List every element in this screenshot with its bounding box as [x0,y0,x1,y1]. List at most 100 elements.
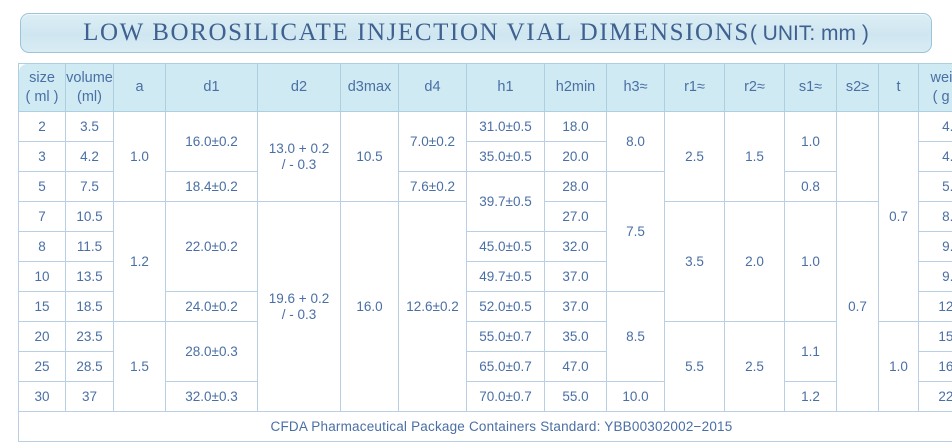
cell-d3max: 16.0 [341,202,399,412]
cell-h2min: 37.0 [545,292,607,322]
cell-r1: 5.5 [665,322,725,412]
cell-d1: 28.0±0.3 [166,322,258,382]
cell-a: 1.5 [114,322,166,412]
cell-t: 1.0 [879,322,919,412]
cell-a: 1.2 [114,202,166,322]
column-header-size: size ( ml ) [19,64,66,112]
cell-s2 [837,112,879,202]
cell-d1: 32.0±0.3 [166,382,258,412]
cell-h2min: 35.0 [545,322,607,352]
column-header-d4: d4 [399,64,467,112]
cell-h3: 7.5 [607,172,665,292]
cell-d4: 7.0±0.2 [399,112,467,172]
cell-d1: 24.0±0.2 [166,292,258,322]
column-header-volume: volume (ml) [66,64,114,112]
table-footer-row: CFDA Pharmaceutical Package Containers S… [19,412,952,442]
column-header-t: t [879,64,919,112]
cell-h1: 31.0±0.5 [467,112,545,142]
cell-weight: 12.1 [919,292,952,322]
cell-size: 30 [19,382,66,412]
cell-d2: 13.0 + 0.2/ - 0.3 [258,112,341,202]
column-header-a: a [114,64,166,112]
cell-volume: 23.5 [66,322,114,352]
cell-h2min: 47.0 [545,352,607,382]
cell-size: 25 [19,352,66,382]
column-header-size-line2: ( ml ) [19,88,65,106]
column-header-weight-line1: weight [919,69,952,87]
cell-weight: 22.5 [919,382,952,412]
cell-h1: 39.7±0.5 [467,172,545,232]
cell-d4: 7.6±0.2 [399,172,467,202]
cell-r1: 2.5 [665,112,725,202]
cell-h3: 10.0 [607,382,665,412]
cell-h1: 45.0±0.5 [467,232,545,262]
table-header-row: size ( ml ) volume (ml) a d1 d2 d3max d4… [19,64,952,112]
cell-h2min: 28.0 [545,172,607,202]
cell-h1: 70.0±0.7 [467,382,545,412]
cell-h1: 49.7±0.5 [467,262,545,292]
cell-t: 0.7 [879,112,919,322]
cell-weight: 8.2 [919,202,952,232]
cell-volume: 11.5 [66,232,114,262]
cell-h2min: 18.0 [545,112,607,142]
cell-weight: 9.0 [919,232,952,262]
standard-note: CFDA Pharmaceutical Package Containers S… [19,412,952,442]
column-header-s2: s2≥ [837,64,879,112]
cell-h2min: 32.0 [545,232,607,262]
column-header-r1: r1≈ [665,64,725,112]
cell-volume: 3.5 [66,112,114,142]
cell-volume: 18.5 [66,292,114,322]
cell-s1: 0.8 [785,172,837,202]
column-header-h2min: h2min [545,64,607,112]
cell-size: 5 [19,172,66,202]
cell-s2: 0.7 [837,202,879,412]
cell-h1: 65.0±0.7 [467,352,545,382]
cell-size: 2 [19,112,66,142]
cell-weight: 5.0 [919,172,952,202]
column-header-h3: h3≈ [607,64,665,112]
cell-a: 1.0 [114,112,166,202]
cell-d1: 16.0±0.2 [166,112,258,172]
cell-volume: 4.2 [66,142,114,172]
cell-h2min: 27.0 [545,202,607,232]
cell-s1: 1.2 [785,382,837,412]
cell-d3max: 10.5 [341,112,399,202]
cell-weight: 15.0 [919,322,952,352]
cell-h2min: 20.0 [545,142,607,172]
cell-size: 3 [19,142,66,172]
cell-volume: 7.5 [66,172,114,202]
cell-r2: 2.0 [725,202,785,322]
cell-h1: 35.0±0.5 [467,142,545,172]
cell-size: 8 [19,232,66,262]
column-header-weight: weight ( g ) ≈ [919,64,952,112]
cell-r2: 2.5 [725,322,785,412]
column-header-h1: h1 [467,64,545,112]
cell-r1: 3.5 [665,202,725,322]
cell-volume: 28.5 [66,352,114,382]
column-header-volume-line2: (ml) [66,88,113,106]
cell-h3: 8.5 [607,292,665,382]
cell-size: 15 [19,292,66,322]
column-header-d3max: d3max [341,64,399,112]
cell-h3: 8.0 [607,112,665,172]
page-title-unit: ( UNIT: mm ) [750,22,869,45]
cell-d1: 18.4±0.2 [166,172,258,202]
cell-volume: 13.5 [66,262,114,292]
column-header-weight-line2: ( g ) ≈ [919,88,952,106]
title-banner: LOW BOROSILICATE INJECTION VIAL DIMENSIO… [20,13,932,53]
page-title: LOW BOROSILICATE INJECTION VIAL DIMENSIO… [83,19,869,47]
vial-dimensions-table: size ( ml ) volume (ml) a d1 d2 d3max d4… [18,63,952,442]
cell-weight: 4.6 [919,142,952,172]
cell-size: 20 [19,322,66,352]
column-header-s1: s1≈ [785,64,837,112]
cell-h1: 55.0±0.7 [467,322,545,352]
page-title-main: LOW BOROSILICATE INJECTION VIAL DIMENSIO… [83,19,750,46]
cell-volume: 37 [66,382,114,412]
cell-h2min: 55.0 [545,382,607,412]
cell-weight: 16.2 [919,352,952,382]
cell-h2min: 37.0 [545,262,607,292]
cell-s1: 1.0 [785,112,837,172]
